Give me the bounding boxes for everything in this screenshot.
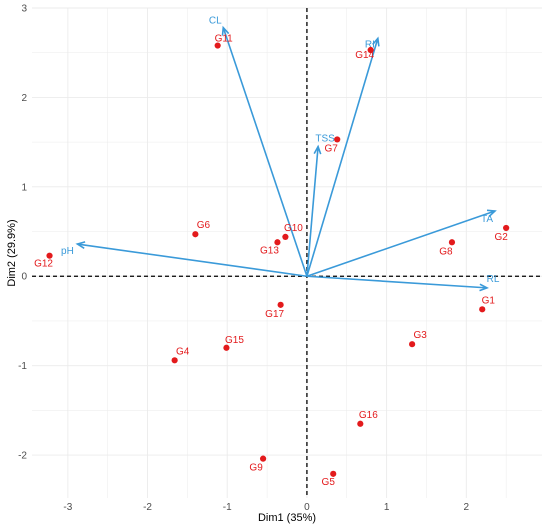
plot-panel	[32, 8, 542, 498]
point-label: G17	[265, 309, 284, 320]
y-tick-label: 3	[21, 4, 27, 15]
data-point	[503, 224, 510, 232]
individual-points	[46, 42, 510, 477]
data-point	[330, 470, 337, 477]
data-point	[334, 136, 341, 143]
data-point	[46, 252, 53, 259]
point-label: G14	[355, 50, 374, 61]
y-tick-label: -2	[18, 451, 27, 462]
point-label: G7	[325, 143, 339, 154]
x-axis-title: Dim1 (35%)	[258, 512, 316, 524]
vector-label: pH	[61, 246, 74, 257]
axis-ticks: -3 -2 -1 0 1 2 -2 -1 0 1 2 3	[18, 4, 469, 514]
vector-arrowhead	[479, 283, 489, 292]
vector-arrowhead	[372, 36, 380, 47]
y-axis-title: Dim2 (29.9%)	[6, 219, 18, 286]
vector-label: TA	[481, 214, 493, 225]
data-point	[357, 420, 364, 427]
data-point	[171, 357, 178, 364]
point-label: G3	[413, 330, 427, 341]
vector-label: CL	[209, 16, 222, 27]
y-tick-label: 0	[21, 272, 27, 283]
point-label: G16	[359, 410, 378, 421]
x-tick-label: -3	[63, 502, 72, 513]
vector-label: RL	[487, 274, 500, 285]
data-point	[479, 306, 486, 313]
point-label: G11	[215, 34, 234, 45]
point-label: G13	[260, 245, 279, 256]
data-point	[259, 455, 267, 462]
vector-arrowhead	[75, 241, 86, 249]
vector-arrowhead	[313, 144, 322, 155]
point-label: G10	[284, 223, 303, 234]
x-tick-label: 0	[304, 502, 310, 513]
point-label: G9	[249, 463, 263, 474]
x-tick-label: 1	[384, 502, 390, 513]
point-label: G8	[439, 246, 453, 257]
data-point	[274, 239, 281, 246]
y-tick-label: 1	[21, 182, 27, 193]
vector-line	[222, 27, 308, 277]
x-tick-label: 2	[464, 502, 470, 513]
point-label: G12	[34, 259, 53, 270]
data-point	[192, 231, 199, 238]
data-point	[223, 344, 230, 351]
point-labels: G1 G2 G3 G4 G5 G6 G7 G8 G9 G10 G11 G12 G13 G14 G15 G16 G…	[34, 34, 508, 488]
point-label: G2	[494, 232, 508, 243]
x-tick-label: -1	[223, 502, 232, 513]
vector-label: RI	[365, 39, 375, 50]
reference-lines	[32, 8, 542, 498]
point-label: G6	[197, 220, 211, 231]
data-point	[277, 301, 284, 308]
y-tick-label: -1	[18, 361, 27, 372]
data-point	[409, 341, 416, 348]
vector-line	[306, 210, 496, 278]
x-tick-label: -2	[143, 502, 152, 513]
vector-label: TSS	[315, 134, 335, 145]
vector-line	[306, 38, 379, 277]
vector-arrowhead	[221, 25, 230, 36]
point-label: G15	[225, 335, 244, 346]
vector-arrowhead	[486, 209, 497, 218]
data-point	[448, 239, 456, 246]
point-label: G1	[482, 295, 496, 306]
grid	[32, 7, 542, 498]
point-label: G5	[322, 477, 336, 488]
variable-vectors: CL RI TSS TA RL pH	[61, 16, 500, 292]
vector-line	[306, 146, 319, 277]
y-tick-label: 2	[21, 93, 27, 104]
data-point	[214, 42, 221, 49]
point-label: G4	[176, 346, 190, 357]
vector-line	[77, 243, 308, 278]
vector-line	[306, 275, 488, 289]
data-point	[282, 233, 289, 241]
data-point	[367, 46, 374, 54]
